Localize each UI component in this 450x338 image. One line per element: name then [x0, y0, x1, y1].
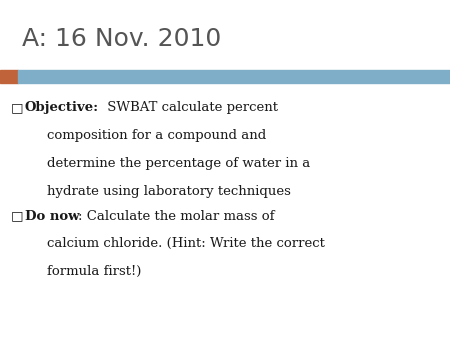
Text: composition for a compound and: composition for a compound and: [47, 129, 266, 142]
Text: SWBAT calculate percent: SWBAT calculate percent: [104, 101, 279, 114]
Text: determine the percentage of water in a: determine the percentage of water in a: [47, 157, 310, 170]
Text: A: 16 Nov. 2010: A: 16 Nov. 2010: [22, 27, 222, 51]
Text: formula first!): formula first!): [47, 265, 142, 278]
Bar: [18, 70, 450, 83]
Text: □: □: [11, 101, 24, 114]
Text: Do now: Do now: [25, 210, 79, 222]
Text: calcium chloride. (Hint: Write the correct: calcium chloride. (Hint: Write the corre…: [47, 237, 325, 250]
Bar: [0, 70, 18, 83]
Text: : Calculate the molar mass of: : Calculate the molar mass of: [78, 210, 274, 222]
Text: □: □: [11, 210, 24, 222]
Text: hydrate using laboratory techniques: hydrate using laboratory techniques: [47, 185, 291, 197]
Text: Objective:: Objective:: [25, 101, 99, 114]
